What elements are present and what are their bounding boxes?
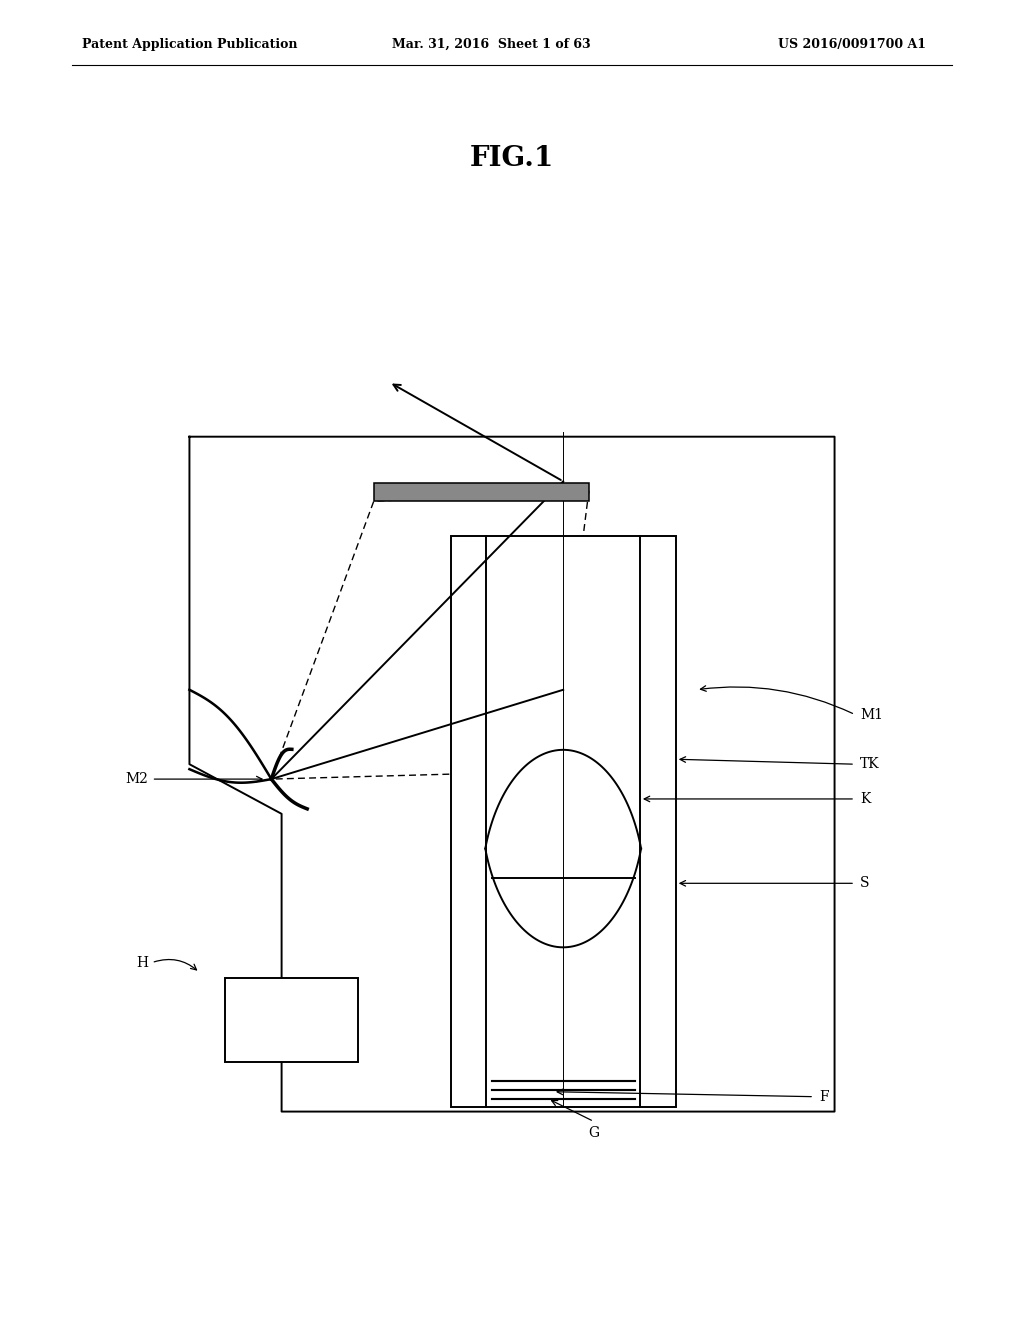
Bar xyxy=(374,483,589,502)
Text: FIG.1: FIG.1 xyxy=(470,145,554,173)
Text: G: G xyxy=(589,1126,599,1140)
Text: M2: M2 xyxy=(126,772,148,787)
Text: H: H xyxy=(136,956,148,970)
Bar xyxy=(225,978,358,1063)
Text: Mar. 31, 2016  Sheet 1 of 63: Mar. 31, 2016 Sheet 1 of 63 xyxy=(392,38,591,51)
Bar xyxy=(451,536,676,1106)
Text: Patent Application Publication: Patent Application Publication xyxy=(82,38,297,51)
Text: M1: M1 xyxy=(860,708,883,722)
Text: F: F xyxy=(819,1090,828,1104)
Text: K: K xyxy=(860,792,870,807)
Text: TK: TK xyxy=(860,758,880,771)
Text: US 2016/0091700 A1: US 2016/0091700 A1 xyxy=(778,38,927,51)
Text: S: S xyxy=(860,876,869,890)
